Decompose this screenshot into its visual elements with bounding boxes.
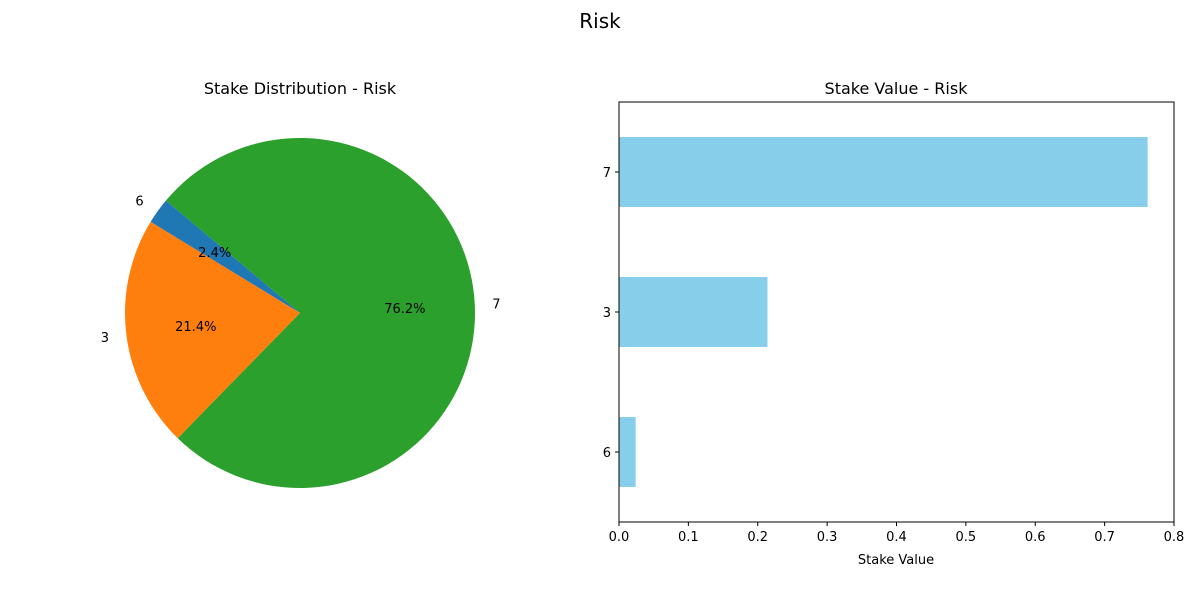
pie-slice-7	[165, 137, 475, 488]
bar-chart: Stake Value - Risk 637 0.0 0.1 0.2 0.3 0.4 0.…	[603, 79, 1185, 568]
bar-y-tick-label-3: 3	[603, 306, 611, 321]
pie-label-3: 3	[101, 331, 109, 346]
pie-chart: Stake Distribution - Risk 6 2.4% 3 21.4% 7 76…	[101, 79, 501, 488]
bar-x-tick-label-0.8: 0.8	[1164, 530, 1185, 545]
bar-x-tick-label-0.6: 0.6	[1025, 530, 1046, 545]
pie-label-7: 7	[492, 298, 500, 313]
pie-percent-7: 76.2%	[384, 302, 425, 317]
bar-y-tick-label-6: 6	[603, 446, 611, 461]
pie-percent-6: 2.4%	[198, 246, 231, 261]
pie-chart-title: Stake Distribution - Risk	[204, 79, 397, 98]
bar-x-tick-label-0.5: 0.5	[956, 530, 977, 545]
bar-y-tick-label-7: 7	[603, 166, 611, 181]
bar-chart-title: Stake Value - Risk	[825, 79, 969, 98]
pie-slices	[124, 137, 475, 488]
bar-6	[619, 417, 636, 487]
pie-slice-3	[124, 221, 300, 439]
bar-x-tick-label-0.3: 0.3	[817, 530, 838, 545]
pie-texts: 6 2.4% 3 21.4% 7 76.2%	[101, 195, 501, 346]
bar-x-axis-label: Stake Value	[858, 553, 934, 568]
bar-rects	[619, 137, 1148, 487]
pie-label-6: 6	[135, 195, 143, 210]
pie-slice-6	[150, 200, 300, 313]
figure-suptitle: Risk	[579, 9, 621, 33]
bar-x-ticks: 0.0 0.1 0.2 0.3 0.4 0.5 0.6 0.7 0.8	[609, 522, 1185, 545]
bar-3	[619, 277, 768, 347]
bar-x-tick-label-0.4: 0.4	[886, 530, 907, 545]
bar-x-tick-label-0.7: 0.7	[1094, 530, 1115, 545]
bar-x-tick-label-0.0: 0.0	[609, 530, 630, 545]
pie-percent-3: 21.4%	[175, 320, 216, 335]
bar-x-tick-label-0.1: 0.1	[678, 530, 699, 545]
bar-x-tick-label-0.2: 0.2	[747, 530, 768, 545]
bar-7	[619, 137, 1148, 207]
bar-y-ticks: 6 3 7	[603, 166, 619, 461]
